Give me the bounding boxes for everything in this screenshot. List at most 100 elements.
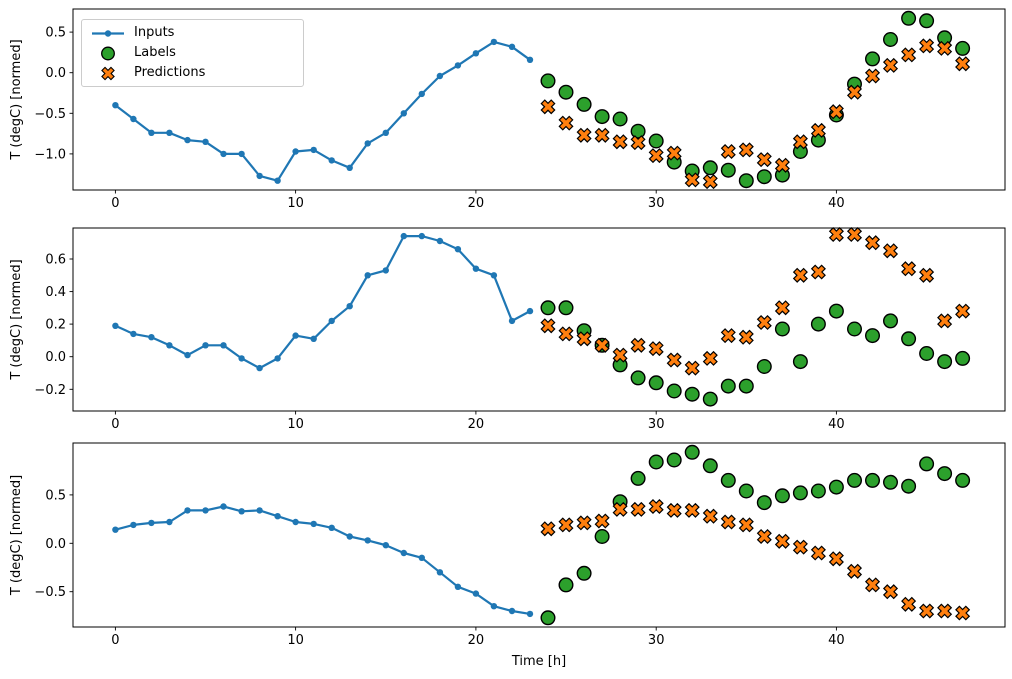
axes-frame	[72, 8, 1006, 191]
labels-marker	[756, 495, 772, 511]
inputs-marker	[184, 507, 191, 514]
inputs-marker	[112, 102, 119, 109]
axes-frame	[72, 442, 1006, 628]
predictions-marker	[901, 261, 917, 277]
labels-marker	[684, 386, 700, 402]
predictions-marker	[828, 551, 844, 567]
inputs-marker	[508, 43, 516, 50]
labels-marker	[883, 313, 899, 329]
predictions-marker	[738, 517, 754, 533]
inputs-marker	[526, 56, 534, 63]
x-tick-label: 20	[468, 196, 485, 211]
predictions-marker	[792, 539, 808, 555]
y-axis-label-0: T (degC) [normed]	[9, 39, 24, 160]
predictions-marker	[630, 501, 646, 517]
predictions-marker	[828, 226, 844, 243]
inputs-marker	[454, 583, 462, 590]
inputs-marker	[346, 164, 353, 171]
labels-marker	[756, 169, 772, 185]
labels-marker	[774, 488, 790, 504]
y-tick-label: 0.4	[45, 285, 66, 300]
legend-label: Predictions	[134, 65, 206, 80]
inputs-marker	[238, 150, 245, 158]
predictions-x-icon	[101, 66, 115, 80]
labels-marker	[919, 456, 935, 472]
inputs-marker	[292, 148, 299, 155]
y-tick-label: 0.0	[45, 66, 66, 81]
predictions-marker	[810, 122, 826, 138]
inputs-marker	[202, 342, 209, 349]
y-axis-label-2: T (degC) [normed]	[9, 475, 24, 596]
inputs-marker	[418, 554, 425, 561]
inputs-marker	[310, 335, 317, 342]
predictions-marker	[576, 515, 592, 531]
labels-marker	[558, 84, 574, 100]
labels-marker	[666, 452, 682, 468]
labels-marker	[594, 529, 610, 545]
labels-marker	[955, 40, 971, 56]
predictions-marker	[774, 300, 790, 316]
inputs-marker	[202, 138, 209, 145]
inputs-marker	[400, 110, 407, 117]
predictions-marker	[882, 243, 899, 259]
labels-marker	[919, 346, 935, 362]
inputs-marker	[526, 610, 534, 618]
predictions-marker	[630, 135, 646, 151]
predictions-marker	[919, 267, 935, 283]
x-tick-label: 30	[648, 196, 665, 211]
x-tick-label: 0	[111, 633, 119, 648]
x-tick-label: 30	[648, 633, 665, 648]
inputs-marker	[292, 332, 299, 339]
inputs-marker	[310, 520, 317, 528]
predictions-marker	[684, 172, 700, 188]
predictions-marker	[901, 47, 917, 63]
inputs-marker	[472, 50, 480, 57]
labels-marker	[901, 331, 917, 347]
predictions-marker	[558, 517, 574, 533]
x-tick-label: 40	[828, 417, 845, 432]
labels-marker	[828, 303, 844, 319]
inputs-marker	[130, 330, 137, 338]
labels-marker	[630, 123, 646, 139]
labels-marker	[576, 565, 592, 581]
y-tick-label: 0.5	[45, 488, 66, 503]
labels-circle-icon	[101, 46, 115, 60]
inputs-marker	[328, 157, 335, 164]
predictions-marker	[864, 68, 881, 84]
inputs-marker	[130, 521, 137, 529]
inputs-marker	[490, 603, 498, 610]
inputs-marker	[166, 518, 173, 526]
predictions-marker	[810, 264, 826, 280]
labels-marker	[648, 454, 664, 470]
predictions-marker	[919, 603, 935, 619]
predictions-marker	[919, 38, 935, 54]
predictions-marker	[702, 174, 718, 190]
predictions-marker	[612, 347, 628, 363]
inputs-marker	[382, 267, 389, 274]
inputs-marker	[148, 334, 155, 341]
labels-marker	[901, 478, 917, 494]
predictions-marker	[846, 563, 863, 579]
labels-marker	[865, 472, 881, 488]
y-axis-label-1: T (degC) [normed]	[9, 259, 24, 380]
subplot-1: 0 10 20 30 40 0.6 0.4 0.2 0.0 −0.2	[34, 226, 1006, 432]
inputs-marker	[472, 265, 480, 272]
predictions-marker	[738, 142, 754, 158]
predictions-marker	[937, 313, 953, 329]
labels-marker	[738, 173, 754, 189]
y-tick-label: 0.0	[45, 350, 66, 365]
predictions-marker	[937, 40, 953, 56]
inputs-marker	[436, 237, 444, 245]
legend-item-labels: Labels	[91, 43, 294, 63]
predictions-marker	[540, 99, 556, 115]
labels-marker	[883, 474, 899, 490]
labels-marker	[901, 10, 917, 26]
inputs-marker	[148, 129, 155, 136]
labels-marker	[540, 610, 556, 626]
labels-marker	[630, 470, 646, 486]
predictions-marker	[702, 350, 718, 366]
inputs-marker	[364, 140, 371, 147]
inputs-marker	[274, 177, 281, 184]
inputs-line-icon	[92, 29, 124, 37]
inputs-marker	[220, 503, 227, 510]
